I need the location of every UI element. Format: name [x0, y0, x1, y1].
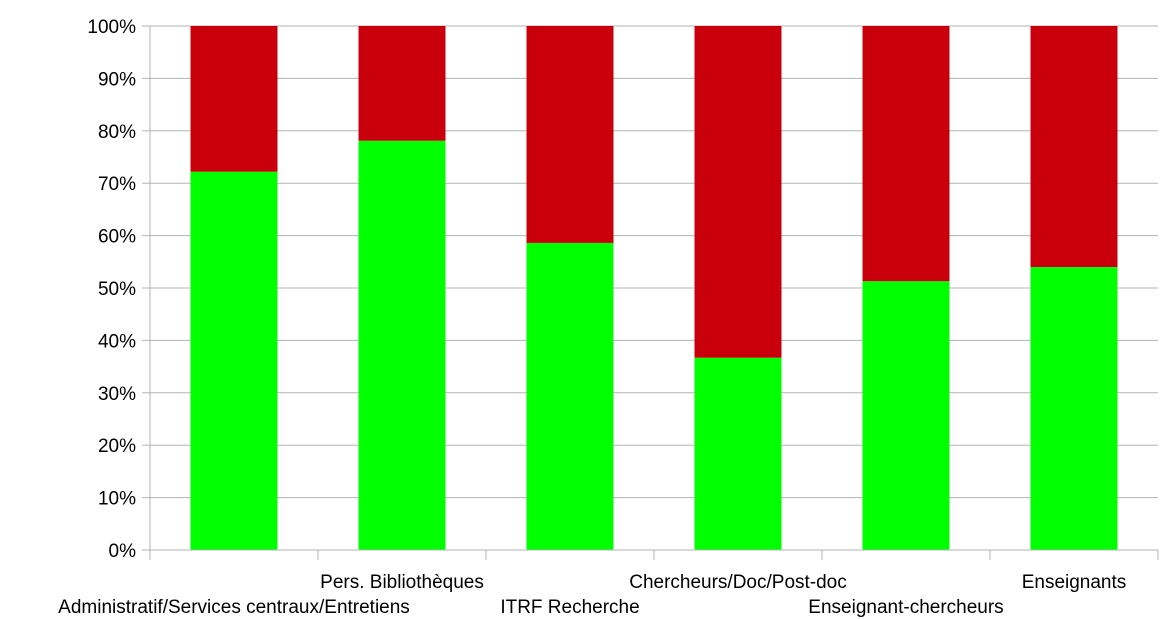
- x-tick-label: ITRF Recherche: [500, 597, 639, 618]
- bar-segment-red: [862, 26, 950, 282]
- bar-segment-green: [358, 140, 446, 551]
- y-tick-label: 30%: [98, 384, 136, 405]
- bar-segment-green: [694, 357, 782, 550]
- bar-segment-green: [862, 281, 950, 550]
- bar-layer: [190, 26, 1118, 551]
- y-tick-label: 80%: [98, 122, 136, 143]
- bar-segment-green: [526, 242, 614, 550]
- bar-segment-green: [190, 171, 278, 550]
- axis-layer: [142, 25, 1159, 560]
- y-tick-label: 100%: [87, 17, 136, 38]
- bar-segment-red: [358, 26, 446, 141]
- y-tick-label: 10%: [98, 489, 136, 510]
- y-tick-label: 60%: [98, 227, 136, 248]
- y-tick-label: 90%: [98, 69, 136, 90]
- y-tick-label: 0%: [109, 541, 137, 562]
- grid-layer: [150, 25, 1158, 499]
- bar-segment-red: [526, 26, 614, 243]
- x-tick-label: Enseignant-chercheurs: [808, 597, 1003, 618]
- bar-segment-red: [1030, 26, 1118, 268]
- label-layer: 0% 10% 20% 30% 40% 50% 60% 70% 80% 90% 100% Adminis…: [58, 17, 1126, 618]
- x-tick-label: Enseignants: [1022, 572, 1127, 593]
- y-tick-label: 20%: [98, 436, 136, 457]
- x-tick-label: Administratif/Services centraux/Entretie…: [58, 597, 410, 618]
- x-tick-label: Pers. Bibliothèques: [320, 572, 484, 593]
- y-tick-label: 50%: [98, 279, 136, 300]
- bar-segment-red: [190, 26, 278, 172]
- bar-segment-green: [1030, 267, 1118, 550]
- bar-segment-red: [694, 26, 782, 358]
- y-tick-label: 40%: [98, 331, 136, 352]
- y-tick-label: 70%: [98, 174, 136, 195]
- x-tick-label: Chercheurs/Doc/Post-doc: [629, 572, 847, 593]
